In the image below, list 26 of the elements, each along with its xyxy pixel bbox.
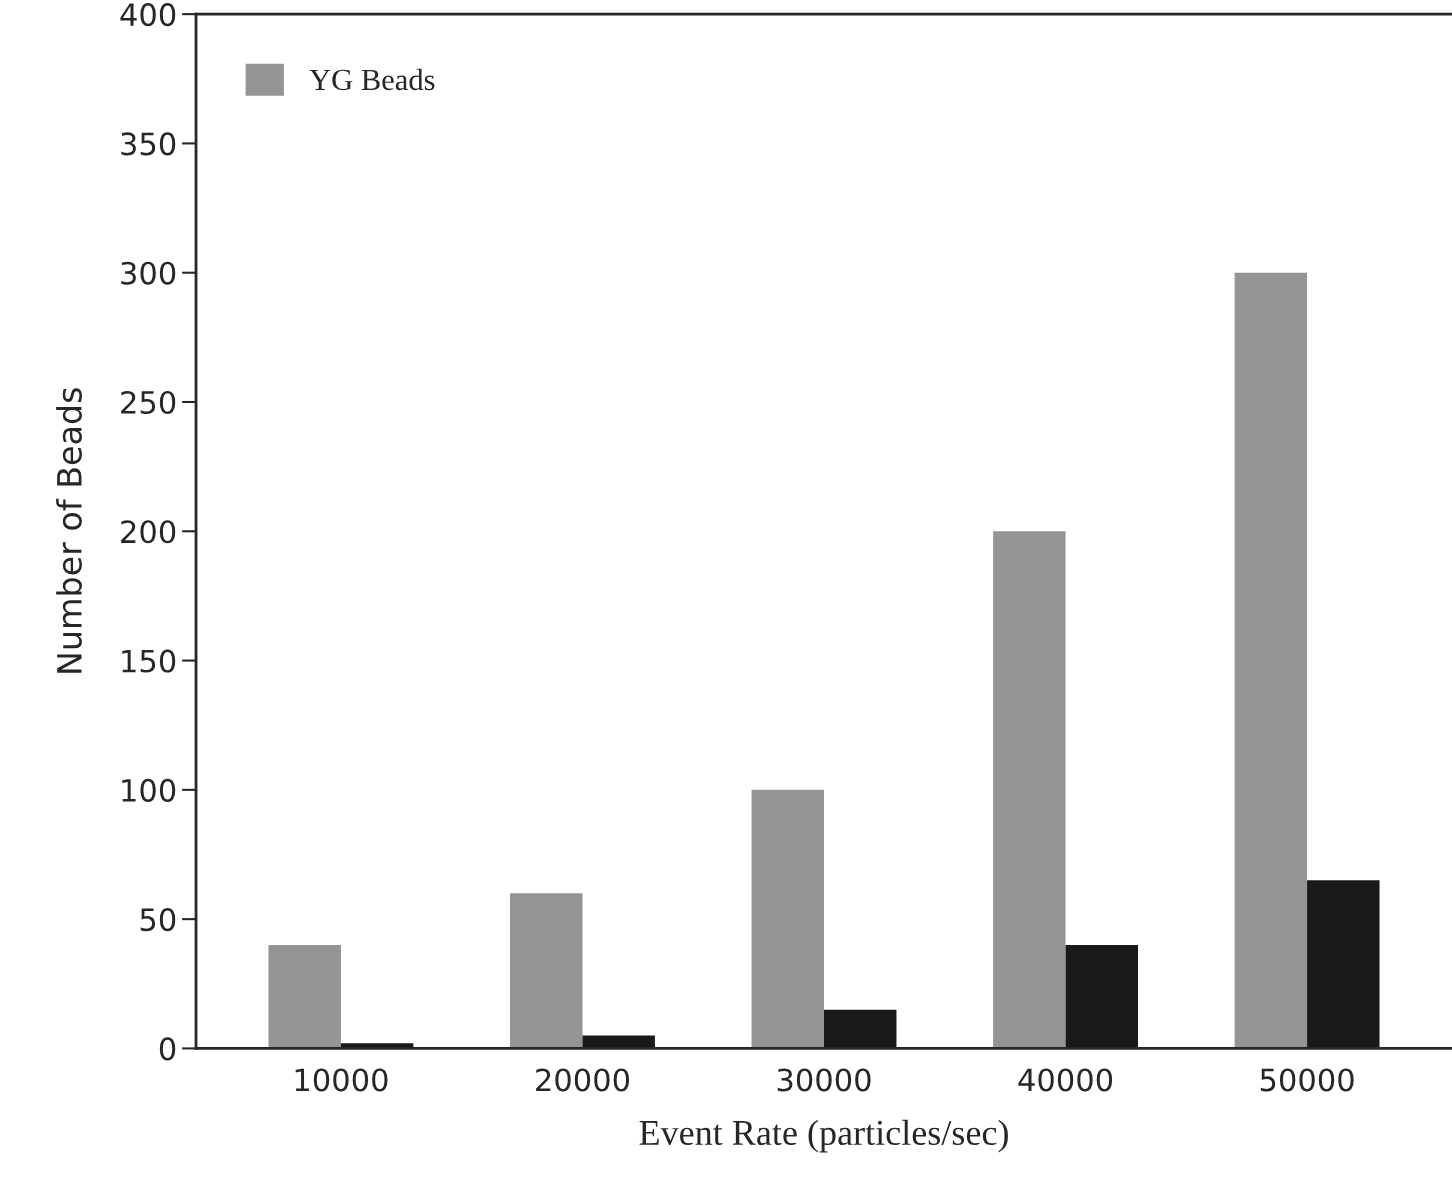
bar [510, 893, 583, 1049]
y-tick-label: 150 [122, 649, 176, 673]
bar [1065, 944, 1139, 1049]
bar [751, 789, 825, 1049]
legend-label: YG Beads [309, 68, 435, 91]
x-axis-title: Event Rate (particles/sec) [639, 1119, 1008, 1153]
bar [582, 1035, 655, 1049]
bar [268, 944, 341, 1049]
bar [824, 1009, 897, 1049]
x-tick-label: 50000 [1260, 1068, 1354, 1092]
y-tick-label: 300 [121, 261, 176, 285]
y-tick-label: 100 [122, 778, 176, 802]
y-tick-label: 50 [140, 908, 176, 932]
bar [1234, 272, 1308, 1049]
y-tick-label: 350 [121, 132, 176, 156]
x-tick-label: 30000 [777, 1068, 871, 1092]
bar [993, 531, 1066, 1049]
x-tick-label: 20000 [536, 1068, 630, 1092]
y-tick-label: 0 [159, 1037, 176, 1061]
y-tick-label: 250 [121, 390, 176, 415]
bar [1307, 880, 1380, 1049]
y-axis-title: Number of Beads [56, 388, 82, 673]
y-tick-label: 400 [120, 3, 176, 27]
x-tick-label: 40000 [1018, 1068, 1113, 1092]
x-tick-label: 10000 [295, 1068, 388, 1092]
y-tick-label: 200 [121, 520, 176, 544]
